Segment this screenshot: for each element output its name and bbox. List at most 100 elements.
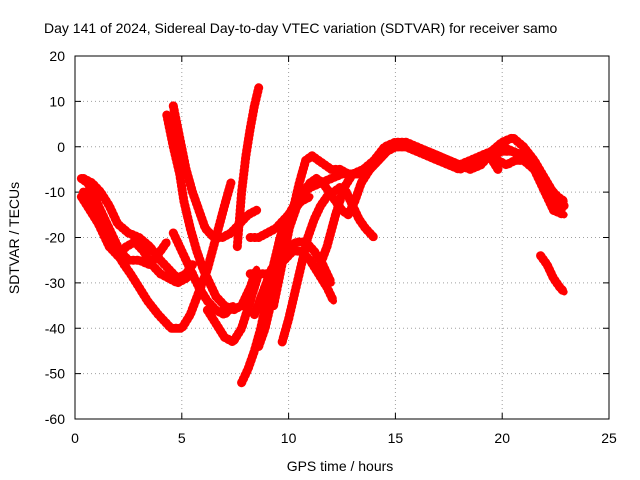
data-point-marker bbox=[285, 315, 293, 323]
series-arc-19 bbox=[536, 251, 569, 297]
data-point-marker bbox=[263, 229, 271, 237]
data-point-marker bbox=[477, 152, 485, 160]
data-point-marker bbox=[165, 265, 173, 273]
data-point-marker bbox=[156, 270, 165, 278]
data-point-marker bbox=[252, 206, 261, 214]
y-tick-label: -20 bbox=[45, 230, 65, 246]
data-point-marker bbox=[329, 297, 338, 305]
data-point-marker bbox=[402, 143, 410, 151]
data-point-marker bbox=[331, 211, 340, 219]
data-point-marker bbox=[374, 156, 382, 164]
chart-title: Day 141 of 2024, Sidereal Day-to-day VTE… bbox=[44, 20, 557, 36]
data-point-marker bbox=[105, 242, 113, 251]
data-point-marker bbox=[88, 206, 96, 214]
data-point-marker bbox=[220, 301, 229, 310]
data-point-marker bbox=[306, 193, 314, 201]
data-point-marker bbox=[195, 206, 203, 214]
data-point-marker bbox=[302, 156, 310, 164]
data-point-marker bbox=[314, 156, 323, 164]
y-tick-label: -40 bbox=[45, 320, 65, 336]
data-point-marker bbox=[327, 279, 335, 287]
data-point-marker bbox=[246, 297, 254, 305]
y-tick-label: 10 bbox=[49, 93, 65, 109]
x-tick-label: 10 bbox=[281, 430, 297, 446]
data-point-marker bbox=[556, 283, 564, 292]
data-point-marker bbox=[366, 165, 374, 174]
data-point-marker bbox=[186, 224, 194, 233]
series-arc-18 bbox=[493, 155, 569, 206]
data-point-marker bbox=[156, 256, 165, 264]
data-point-marker bbox=[560, 197, 568, 205]
series-arc-7 bbox=[168, 228, 238, 320]
data-point-marker bbox=[519, 143, 528, 151]
data-point-marker bbox=[306, 179, 314, 187]
data-point-marker bbox=[306, 256, 314, 264]
data-point-marker bbox=[560, 211, 568, 219]
data-point-marker bbox=[361, 224, 370, 233]
data-point-marker bbox=[541, 188, 549, 196]
data-point-marker bbox=[135, 283, 143, 292]
data-point-marker bbox=[323, 283, 331, 292]
data-point-marker bbox=[270, 301, 278, 310]
tick-labels: 0 5 10 15 20 25 -60 -50 -40 -30 -20 -10 0 10 20 bbox=[45, 48, 617, 446]
data-point-marker bbox=[135, 256, 143, 264]
data-point-marker bbox=[182, 274, 190, 282]
data-point-marker bbox=[169, 102, 177, 110]
data-point-marker bbox=[212, 320, 220, 328]
data-point-marker bbox=[357, 170, 365, 178]
data-point-marker bbox=[310, 215, 318, 223]
data-point-marker bbox=[344, 211, 353, 219]
data-point-marker bbox=[218, 233, 226, 242]
data-point-marker bbox=[413, 147, 421, 155]
data-point-marker bbox=[205, 279, 214, 287]
data-point-marker bbox=[210, 233, 218, 242]
data-point-marker bbox=[246, 233, 254, 242]
data-point-marker bbox=[167, 324, 175, 332]
data-point-marker bbox=[173, 279, 182, 287]
data-point-marker bbox=[79, 174, 88, 183]
data-point-marker bbox=[105, 202, 113, 210]
data-point-marker bbox=[165, 274, 173, 282]
data-point-marker bbox=[545, 183, 553, 192]
data-point-marker bbox=[180, 197, 188, 205]
data-point-marker bbox=[391, 143, 399, 151]
data-point-marker bbox=[357, 179, 365, 187]
data-point-marker bbox=[126, 270, 135, 278]
series-arc-5 bbox=[162, 110, 262, 315]
data-point-marker bbox=[163, 111, 171, 119]
series-marker-fringe-arc-4 bbox=[79, 187, 197, 288]
data-point-marker bbox=[319, 179, 327, 187]
data-point-marker bbox=[124, 229, 132, 237]
series-marker-fringe-arc-9 bbox=[232, 83, 264, 252]
data-point-marker bbox=[317, 202, 325, 210]
data-point-marker bbox=[169, 229, 177, 237]
data-point-marker bbox=[349, 202, 357, 210]
data-point-marker bbox=[97, 206, 105, 214]
data-point-marker bbox=[195, 283, 203, 292]
data-point-marker bbox=[297, 261, 306, 269]
series-arc-12 bbox=[277, 183, 379, 347]
data-point-marker bbox=[178, 247, 186, 255]
data-point-marker bbox=[199, 265, 207, 273]
series-arc-17 bbox=[314, 133, 569, 274]
x-tick-label: 20 bbox=[494, 430, 510, 446]
y-axis-label: SDTVAR / TECUs bbox=[6, 182, 22, 294]
data-point-marker bbox=[543, 261, 551, 269]
data-point-marker bbox=[329, 188, 338, 196]
data-point-marker bbox=[314, 265, 323, 273]
data-point-marker bbox=[549, 206, 558, 214]
data-point-marker bbox=[370, 233, 378, 242]
data-point-marker bbox=[90, 193, 98, 201]
data-point-marker bbox=[244, 211, 252, 219]
data-point-marker bbox=[487, 147, 496, 155]
data-point-marker bbox=[509, 147, 517, 155]
data-point-marker bbox=[238, 379, 246, 387]
data-point-marker bbox=[246, 125, 254, 133]
data-point-marker bbox=[250, 311, 259, 319]
x-tick-label: 25 bbox=[601, 430, 617, 446]
data-point-marker bbox=[494, 156, 502, 164]
data-point-marker bbox=[349, 170, 357, 178]
data-point-marker bbox=[97, 188, 105, 196]
